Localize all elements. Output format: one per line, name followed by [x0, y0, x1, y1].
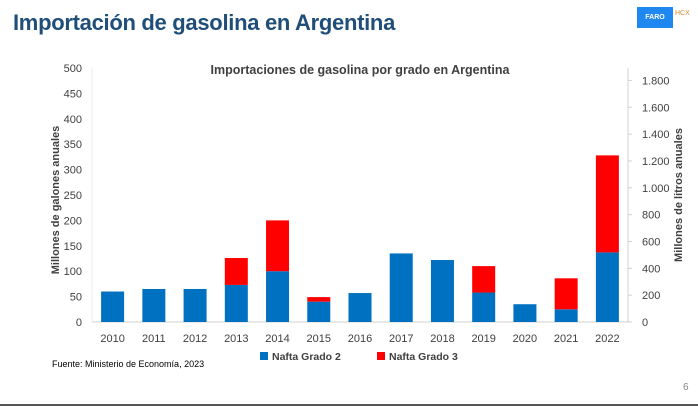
source-note: Fuente: Ministerio de Economía, 2023 — [52, 359, 205, 369]
y-axis-label: Millones de galones anuales — [50, 126, 62, 275]
bar-grado2-2011 — [142, 288, 166, 322]
x-tick-label: 2019 — [471, 333, 495, 345]
y-tick-label: 100 — [64, 266, 82, 278]
legend-swatch-grado2 — [260, 352, 268, 360]
legend-label-grado2: Nafta Grado 2 — [272, 351, 341, 363]
y-tick-label: 250 — [64, 190, 82, 202]
y2-tick-label: 1.400 — [642, 129, 670, 141]
y-tick-label: 350 — [64, 139, 82, 151]
y2-tick-label: 1.600 — [642, 102, 670, 114]
y2-tick-label: 800 — [642, 210, 660, 222]
y-tick-label: 0 — [76, 317, 82, 329]
bar-grado2-2022 — [595, 252, 619, 322]
bar-grado2-2019 — [472, 292, 496, 322]
bar-grado2-2018 — [430, 260, 454, 322]
bar-grado3-2019 — [472, 266, 496, 293]
y-tick-label: 500 — [64, 63, 82, 75]
y2-tick-label: 200 — [642, 290, 660, 302]
x-tick-label: 2014 — [265, 333, 289, 345]
x-tick-label: 2011 — [142, 333, 166, 345]
slide-title: Importación de gasolina en Argentina — [13, 10, 395, 35]
y-tick-label: 50 — [70, 292, 82, 304]
bar-grado2-2017 — [389, 253, 413, 322]
x-tick-label: 2018 — [430, 333, 454, 345]
bar-grado3-2015 — [307, 297, 331, 302]
x-tick-label: 2010 — [100, 333, 124, 345]
y-tick-label: 200 — [64, 215, 82, 227]
y2-tick-label: 600 — [642, 236, 660, 248]
x-tick-label: 2017 — [389, 333, 413, 345]
y-tick-label: 300 — [64, 165, 82, 177]
bar-grado2-2010 — [101, 291, 125, 322]
x-tick-label: 2013 — [224, 333, 248, 345]
bar-grado2-2020 — [513, 304, 537, 322]
x-tick-label: 2016 — [348, 333, 372, 345]
x-tick-label: 2012 — [183, 333, 207, 345]
bar-grado2-2014 — [266, 271, 290, 322]
y-tick-label: 450 — [64, 88, 82, 100]
bar-grado2-2016 — [348, 293, 372, 322]
x-tick-label: 2022 — [595, 333, 619, 345]
y2-tick-label: 1.200 — [642, 156, 670, 168]
faro-logo: FARO — [637, 7, 673, 28]
bar-grado2-2013 — [224, 284, 248, 322]
y-tick-label: 150 — [64, 241, 82, 253]
chart-title: Importaciones de gasolina por grado en A… — [211, 63, 511, 77]
y2-tick-label: 400 — [642, 263, 660, 275]
bar-grado2-2015 — [307, 301, 331, 322]
legend-label-grado3: Nafta Grado 3 — [389, 351, 458, 363]
y2-tick-label: 1.000 — [642, 183, 670, 195]
x-tick-label: 2015 — [307, 333, 331, 345]
x-tick-label: 2020 — [513, 333, 537, 345]
bottom-divider — [0, 404, 698, 406]
bar-grado3-2014 — [266, 220, 290, 272]
y2-tick-label: 1.800 — [642, 75, 670, 87]
bar-grado2-2021 — [554, 309, 578, 322]
legend-swatch-grado3 — [377, 352, 385, 360]
y-tick-label: 400 — [64, 114, 82, 126]
bar-grado3-2022 — [595, 155, 619, 253]
bar-grado3-2021 — [554, 278, 578, 310]
y2-tick-label: 0 — [642, 317, 648, 329]
page-number: 6 — [683, 382, 689, 393]
bar-grado2-2012 — [183, 288, 207, 322]
y2-axis-label: Millones de litros anuales — [673, 128, 685, 262]
x-tick-label: 2021 — [554, 333, 578, 345]
hcx-logo: HCX — [675, 10, 690, 17]
bar-grado3-2013 — [224, 257, 248, 285]
